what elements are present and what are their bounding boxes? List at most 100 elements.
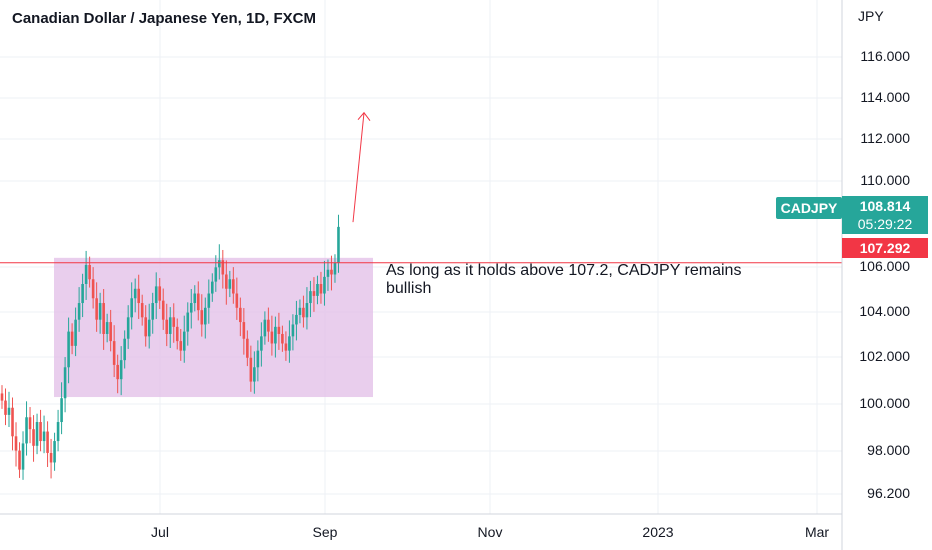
candle-body (161, 300, 165, 320)
candle-body (74, 319, 77, 346)
candle-body (7, 407, 11, 415)
time-tick-label: 2023 (642, 524, 674, 540)
last-price-value: 108.814 (859, 198, 911, 214)
candle-body (323, 276, 326, 294)
candle-body (246, 338, 249, 358)
candle-body (302, 307, 305, 318)
grid-lines (0, 0, 842, 514)
candle-body (56, 422, 60, 442)
price-tick-label: 114.000 (860, 89, 910, 105)
candle-body (337, 226, 340, 263)
price-tick-label: 102.000 (859, 348, 910, 364)
candle-body (232, 279, 235, 294)
candle-body (18, 450, 21, 470)
candle-body (28, 417, 32, 430)
price-axis-unit: JPY (858, 8, 884, 24)
candle-body (53, 441, 56, 463)
candle-body (267, 319, 270, 332)
candle-body (186, 312, 190, 332)
candles (0, 214, 340, 480)
candle-body (309, 291, 312, 304)
arrow-shaft (352, 112, 365, 223)
candle-body (35, 422, 39, 446)
candle-body (88, 264, 91, 280)
candle-body (11, 407, 14, 437)
candle-body (326, 269, 330, 277)
candle-body (63, 367, 67, 399)
level-line-price-label: 107.292 (842, 238, 928, 258)
candle-body (91, 279, 95, 299)
candle-body (330, 269, 333, 275)
candle-body (123, 338, 126, 361)
projection-arrow[interactable] (352, 111, 371, 223)
candle-body (333, 262, 337, 275)
candle-body (126, 317, 130, 339)
candle-body (312, 291, 316, 296)
candle-body (133, 288, 137, 299)
candle-body (225, 274, 228, 289)
candle-body (140, 303, 144, 318)
price-tick-label: 96.200 (867, 485, 910, 501)
chart-title: Canadian Dollar / Japanese Yen, 1D, FXCM (12, 10, 316, 27)
candle-body (67, 331, 70, 368)
time-tick-label: Sep (312, 524, 338, 540)
candle-body (25, 417, 28, 444)
price-tick-label: 106.000 (859, 258, 910, 274)
candle-body (228, 279, 232, 289)
last-price-label: 108.814 05:29:22 (842, 196, 928, 234)
candle-body (0, 393, 4, 401)
candle-body (277, 326, 281, 334)
candle-body (60, 398, 63, 423)
price-tick-label: 116.000 (860, 48, 910, 64)
candle-body (263, 319, 267, 337)
candle-body (196, 293, 200, 311)
candle-body (274, 326, 277, 344)
candle-body (165, 319, 169, 334)
candle-body (288, 336, 291, 351)
time-tick-label: Jul (151, 524, 169, 540)
candle-body (319, 284, 323, 294)
candle-body (305, 303, 309, 318)
annotation-text[interactable]: As long as it holds above 107.2, CADJPY … (386, 262, 742, 297)
candle-body (158, 286, 162, 301)
candle-body (84, 264, 88, 284)
candle-body (77, 303, 81, 320)
candle-body (203, 307, 207, 325)
candle-body (214, 267, 218, 282)
candle-body (256, 350, 260, 368)
candle-body (193, 293, 197, 304)
candle-body (207, 293, 211, 308)
candle-body (291, 324, 295, 337)
candle-body (102, 303, 105, 334)
candle-body (95, 298, 98, 320)
candle-body (221, 260, 225, 275)
price-tick-label: 112.000 (860, 130, 910, 146)
candle-body (253, 367, 256, 382)
candle-body (42, 431, 46, 442)
candle-body (112, 341, 116, 365)
symbol-badge: CADJPY (776, 197, 842, 219)
candle-body (270, 331, 274, 344)
bar-countdown: 05:29:22 (857, 216, 913, 232)
candle-body (151, 303, 155, 320)
candle-body (179, 341, 183, 351)
candle-body (144, 317, 148, 337)
time-tick-label: Nov (477, 524, 503, 540)
candle-body (260, 336, 263, 351)
candle-body (168, 317, 172, 334)
candle-body (281, 333, 284, 344)
candle-body (49, 452, 53, 463)
candle-body (46, 431, 49, 453)
candle-body (81, 284, 84, 304)
candle-body (189, 303, 193, 313)
candle-body (119, 360, 123, 380)
candle-body (32, 429, 35, 446)
candle-body (39, 422, 42, 442)
candle-body (218, 260, 221, 268)
candle-body (235, 293, 239, 308)
candle-body (109, 322, 112, 342)
candle-body (200, 310, 204, 325)
candle-body (242, 322, 246, 339)
candle-body (284, 343, 288, 351)
